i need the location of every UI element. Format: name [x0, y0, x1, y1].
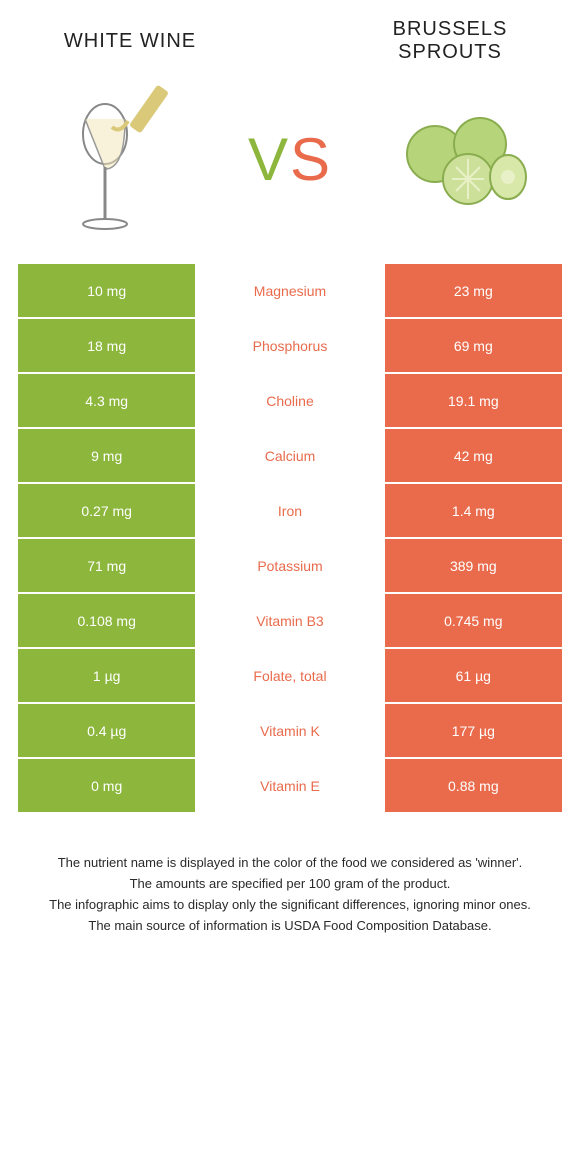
vs-v: V	[248, 126, 290, 193]
table-row: 4.3 mgCholine19.1 mg	[18, 374, 562, 427]
nutrient-name: Folate, total	[195, 649, 384, 702]
right-title: BRUSSELS SPROUTS	[350, 18, 550, 64]
nutrient-name: Vitamin B3	[195, 594, 384, 647]
footer-line: The infographic aims to display only the…	[30, 896, 550, 915]
nutrient-name: Vitamin K	[195, 704, 384, 757]
right-value: 61 µg	[385, 649, 562, 702]
nutrient-name: Phosphorus	[195, 319, 384, 372]
footer-line: The nutrient name is displayed in the co…	[30, 854, 550, 873]
table-row: 0.4 µgVitamin K177 µg	[18, 704, 562, 757]
footer-notes: The nutrient name is displayed in the co…	[0, 814, 580, 935]
right-value: 177 µg	[385, 704, 562, 757]
right-value: 23 mg	[385, 264, 562, 317]
table-row: 1 µgFolate, total61 µg	[18, 649, 562, 702]
right-value: 0.88 mg	[385, 759, 562, 812]
left-value: 0 mg	[18, 759, 195, 812]
right-value: 1.4 mg	[385, 484, 562, 537]
nutrient-name: Magnesium	[195, 264, 384, 317]
left-value: 0.108 mg	[18, 594, 195, 647]
right-value: 69 mg	[385, 319, 562, 372]
images-row: VS	[0, 64, 580, 264]
table-row: 10 mgMagnesium23 mg	[18, 264, 562, 317]
left-title: WHITE WINE	[30, 30, 230, 53]
right-value: 389 mg	[385, 539, 562, 592]
vs-s: S	[290, 126, 332, 193]
nutrient-name: Vitamin E	[195, 759, 384, 812]
table-row: 0.27 mgIron1.4 mg	[18, 484, 562, 537]
comparison-table: 10 mgMagnesium23 mg18 mgPhosphorus69 mg4…	[18, 264, 562, 812]
left-value: 4.3 mg	[18, 374, 195, 427]
left-value: 1 µg	[18, 649, 195, 702]
nutrient-name: Calcium	[195, 429, 384, 482]
table-row: 71 mgPotassium389 mg	[18, 539, 562, 592]
left-value: 10 mg	[18, 264, 195, 317]
footer-line: The amounts are specified per 100 gram o…	[30, 875, 550, 894]
left-value: 18 mg	[18, 319, 195, 372]
table-row: 18 mgPhosphorus69 mg	[18, 319, 562, 372]
table-row: 9 mgCalcium42 mg	[18, 429, 562, 482]
brussels-sprouts-image	[380, 74, 550, 244]
white-wine-image	[30, 74, 200, 244]
right-value: 0.745 mg	[385, 594, 562, 647]
table-row: 0.108 mgVitamin B30.745 mg	[18, 594, 562, 647]
nutrient-name: Choline	[195, 374, 384, 427]
nutrient-name: Potassium	[195, 539, 384, 592]
right-value: 42 mg	[385, 429, 562, 482]
nutrient-name: Iron	[195, 484, 384, 537]
header: WHITE WINE BRUSSELS SPROUTS	[0, 0, 580, 64]
left-value: 0.4 µg	[18, 704, 195, 757]
right-value: 19.1 mg	[385, 374, 562, 427]
table-row: 0 mgVitamin E0.88 mg	[18, 759, 562, 812]
left-value: 9 mg	[18, 429, 195, 482]
vs-label: VS	[248, 125, 332, 194]
left-value: 0.27 mg	[18, 484, 195, 537]
left-value: 71 mg	[18, 539, 195, 592]
footer-line: The main source of information is USDA F…	[30, 917, 550, 936]
